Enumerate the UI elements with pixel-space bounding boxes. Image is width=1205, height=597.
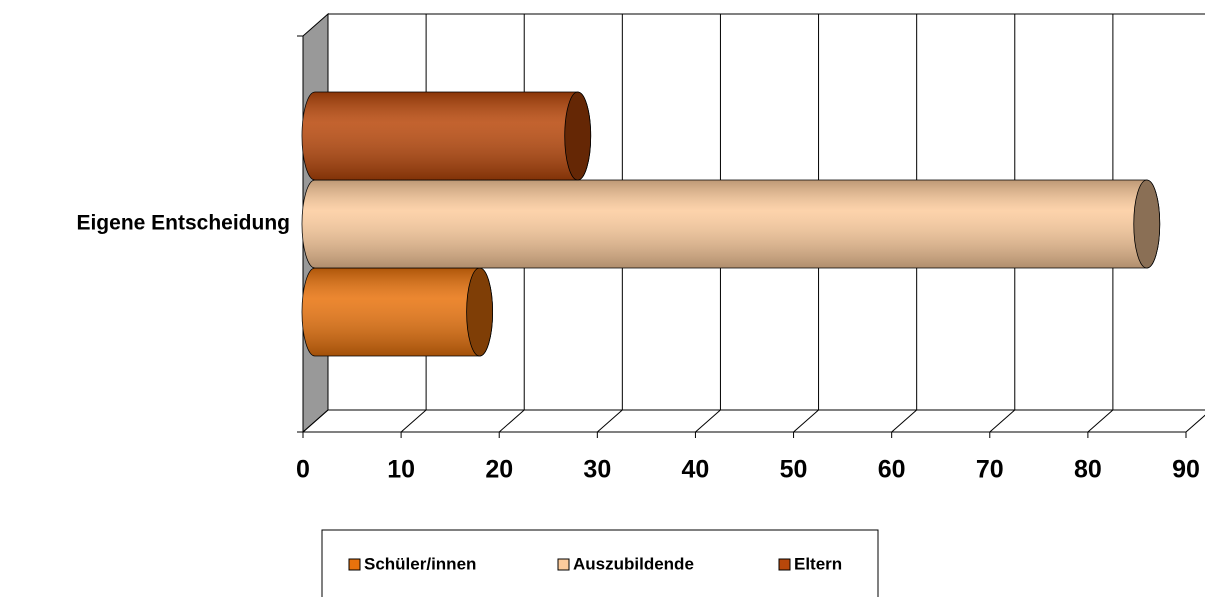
x-tick-label: 80: [1074, 456, 1102, 484]
floor-line: [1185, 414, 1205, 433]
floor-line: [498, 409, 525, 433]
bar: [301, 91, 592, 181]
floor-line: [989, 409, 1016, 433]
bar: [301, 179, 1161, 269]
floor-line: [1087, 409, 1114, 433]
x-tick-label: 0: [296, 456, 310, 484]
floor-line: [695, 409, 721, 433]
bar: [301, 267, 494, 357]
floor-line: [793, 409, 819, 433]
legend-swatch: [778, 558, 791, 571]
floor-line: [597, 409, 623, 433]
x-tick-label: 50: [780, 456, 808, 484]
category-label: Eigene Entscheidung: [76, 212, 290, 235]
x-tick-label: 90: [1172, 456, 1200, 484]
legend-swatch: [557, 558, 570, 571]
x-tick-label: 20: [485, 456, 513, 484]
legend-label: Eltern: [794, 554, 842, 573]
floor-line: [400, 409, 427, 433]
floor-line: [302, 409, 329, 433]
x-tick-label: 60: [878, 456, 906, 484]
floor-line: [891, 409, 917, 433]
legend-label: Auszubildende: [573, 554, 694, 573]
legend-label: Schüler/innen: [364, 554, 476, 573]
x-tick-label: 10: [387, 456, 415, 484]
x-tick-label: 70: [976, 456, 1004, 484]
x-tick-label: 40: [682, 456, 710, 484]
legend-swatch: [348, 558, 361, 571]
x-tick-label: 30: [583, 456, 611, 484]
